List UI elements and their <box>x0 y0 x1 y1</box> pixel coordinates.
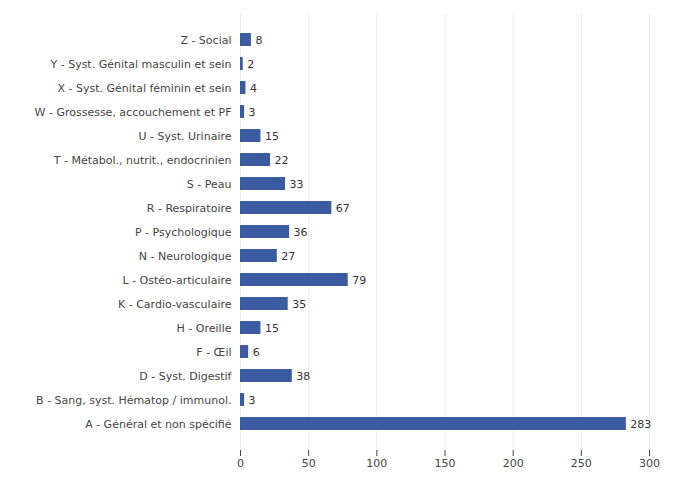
svg-text:K - Cardio-vasculaire: K - Cardio-vasculaire <box>118 298 232 311</box>
svg-text:3: 3 <box>249 106 256 119</box>
svg-text:N - Neurologique: N - Neurologique <box>139 250 232 263</box>
svg-text:T - Métabol., nutrit., endocri: T - Métabol., nutrit., endocrinien <box>53 154 232 167</box>
svg-text:3: 3 <box>249 394 256 407</box>
svg-text:P - Psychologique: P - Psychologique <box>135 226 232 239</box>
svg-text:2: 2 <box>247 58 254 71</box>
svg-text:50: 50 <box>302 457 316 470</box>
svg-text:L - Ostéo-articulaire: L - Ostéo-articulaire <box>122 274 231 287</box>
svg-text:27: 27 <box>281 250 295 263</box>
svg-text:H - Oreille: H - Oreille <box>177 322 232 335</box>
svg-text:0: 0 <box>237 457 244 470</box>
svg-text:R - Respiratoire: R - Respiratoire <box>147 202 232 215</box>
svg-text:F - Œil: F - Œil <box>196 346 231 359</box>
svg-text:100: 100 <box>366 457 387 470</box>
svg-text:A - Général et non spécifié: A - Général et non spécifié <box>85 418 232 431</box>
svg-text:35: 35 <box>292 298 306 311</box>
svg-text:X - Syst. Génital féminin et s: X - Syst. Génital féminin et sein <box>58 82 232 95</box>
svg-text:200: 200 <box>503 457 524 470</box>
svg-text:79: 79 <box>352 274 366 287</box>
svg-text:D - Syst. Digestif: D - Syst. Digestif <box>139 370 232 383</box>
svg-text:250: 250 <box>571 457 592 470</box>
svg-text:8: 8 <box>255 34 262 47</box>
svg-text:S - Peau: S - Peau <box>187 178 232 191</box>
svg-text:15: 15 <box>265 322 279 335</box>
svg-text:15: 15 <box>265 130 279 143</box>
svg-text:33: 33 <box>289 178 303 191</box>
svg-text:150: 150 <box>435 457 456 470</box>
svg-text:Y - Syst. Génital masculin et: Y - Syst. Génital masculin et sein <box>49 58 231 71</box>
svg-text:22: 22 <box>274 154 288 167</box>
svg-text:4: 4 <box>250 82 257 95</box>
svg-text:38: 38 <box>296 370 310 383</box>
svg-text:W - Grossesse, accouchement et: W - Grossesse, accouchement et PF <box>35 106 232 119</box>
svg-text:Z - Social: Z - Social <box>180 34 231 47</box>
svg-text:283: 283 <box>630 418 651 431</box>
svg-text:36: 36 <box>294 226 308 239</box>
svg-text:U - Syst. Urinaire: U - Syst. Urinaire <box>139 130 232 143</box>
svg-text:B - Sang, syst. Hématop / immu: B - Sang, syst. Hématop / immunol. <box>36 394 231 407</box>
svg-text:300: 300 <box>639 457 660 470</box>
svg-text:6: 6 <box>253 346 260 359</box>
svg-text:67: 67 <box>336 202 350 215</box>
